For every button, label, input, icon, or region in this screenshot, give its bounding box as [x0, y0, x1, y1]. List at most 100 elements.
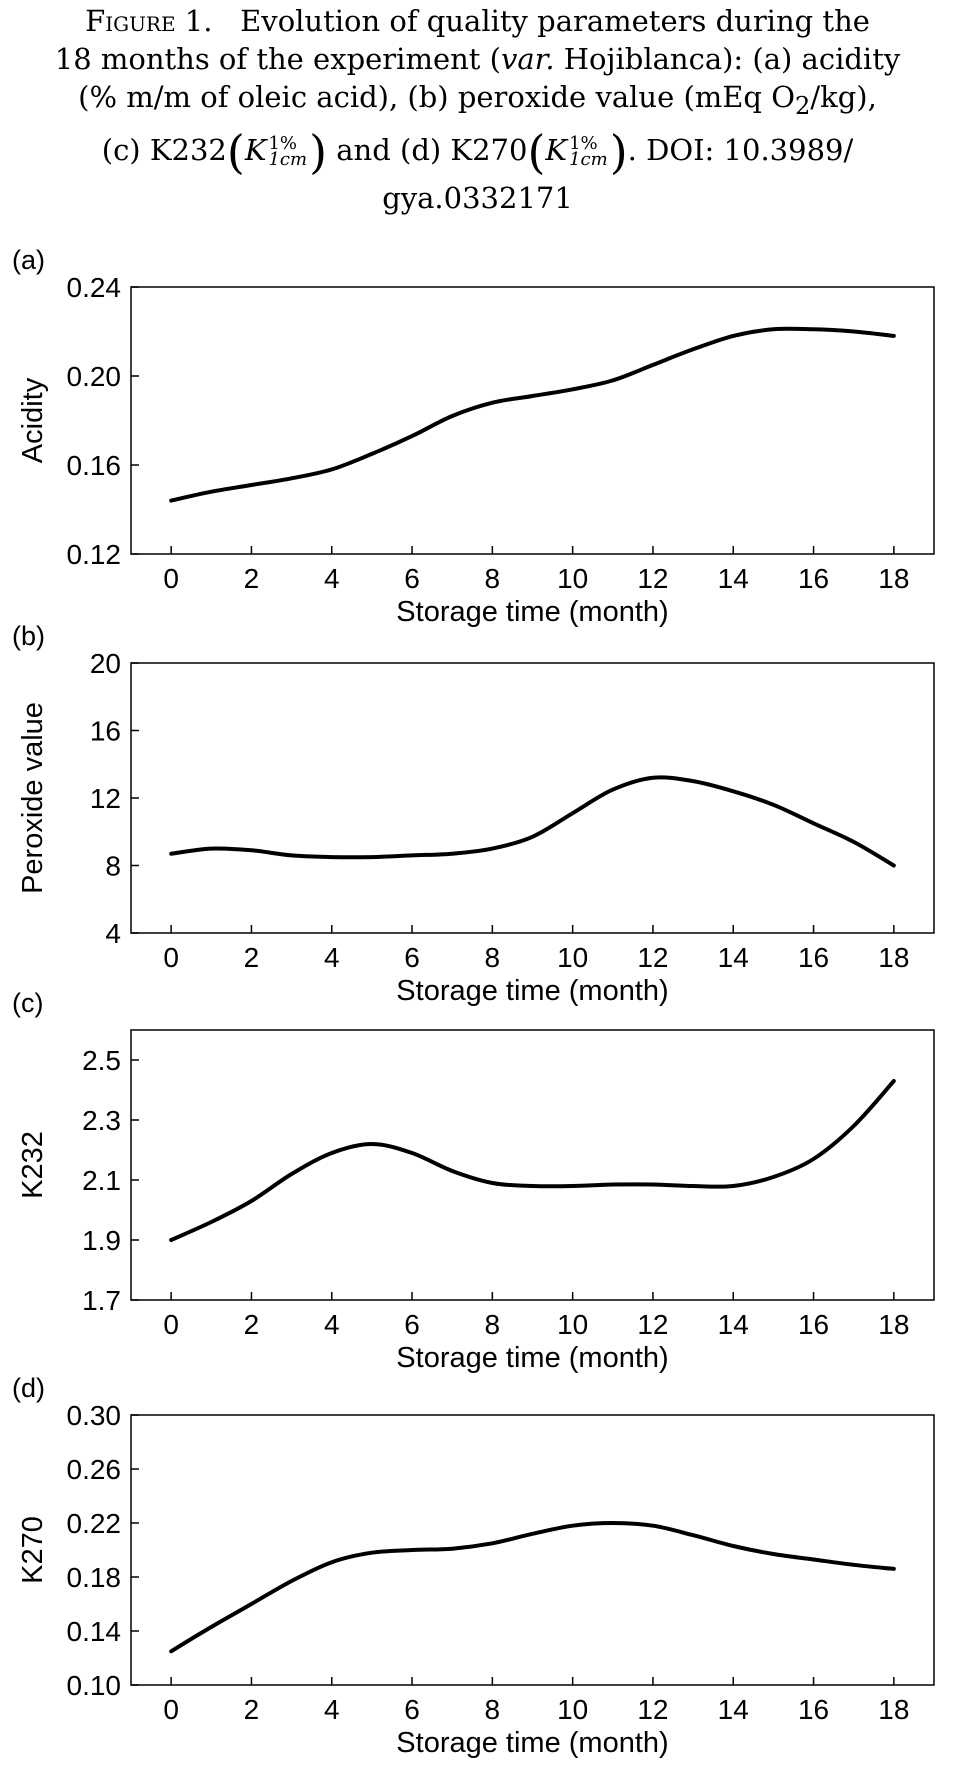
x-tick-label: 6 [404, 563, 420, 594]
x-tick-label: 12 [637, 563, 668, 594]
y-tick-label: 0.14 [67, 1616, 122, 1647]
caption-var: var. [500, 42, 555, 76]
x-tick-label: 8 [485, 563, 501, 594]
x-tick-label: 16 [798, 1309, 829, 1340]
series-line [169, 1521, 896, 1654]
x-tick-label: 12 [637, 1694, 668, 1725]
x-tick-label: 18 [878, 942, 909, 973]
chart-panel-b: (b) 4 8 12 16 20 0 2 4 6 8 10 12 14 16 18 Storage time (… [12, 621, 935, 1007]
y-tick-label: 0.10 [67, 1670, 122, 1701]
x-axis-label: Storage time (month) [396, 1342, 668, 1374]
x-tick-label: 8 [485, 942, 501, 973]
panel-label: (d) [12, 1373, 45, 1403]
y-tick-label: 0.26 [67, 1454, 122, 1485]
x-tick-label: 4 [324, 1309, 340, 1340]
y-tick-label: 0.20 [67, 361, 122, 392]
y-tick-label: 2.3 [82, 1105, 121, 1136]
y-axis-label: Peroxide value [17, 702, 49, 894]
caption-line-5: gya.0332171 [20, 179, 935, 217]
x-tick-label: 14 [718, 1309, 749, 1340]
caption-line-1: Figure 1. Evolution of quality parameter… [20, 2, 935, 40]
x-tick-label: 14 [718, 1694, 749, 1725]
y-axis-label: K232 [17, 1131, 49, 1199]
caption-text-3: (% m/m of oleic acid), (b) peroxide valu… [78, 80, 795, 114]
x-tick-label: 14 [718, 942, 749, 973]
y-tick-label: 20 [90, 648, 121, 679]
plot-frame [130, 1414, 935, 1686]
y-tick-label: 8 [105, 851, 121, 882]
x-tick-label: 0 [163, 1694, 179, 1725]
y-tick-label: 2.5 [82, 1045, 121, 1076]
x-axis-label: Storage time (month) [396, 1727, 668, 1759]
y-tick-label: 4 [105, 918, 121, 949]
caption-text-3b: /kg), [810, 80, 877, 114]
x-tick-label: 8 [485, 1694, 501, 1725]
x-tick-label: 16 [798, 942, 829, 973]
x-tick-label: 10 [557, 563, 588, 594]
y-tick-label: 0.16 [67, 450, 122, 481]
x-tick-label: 2 [244, 1694, 260, 1725]
y-tick-label: 0.22 [67, 1508, 122, 1539]
x-tick-label: 18 [878, 563, 909, 594]
k-sup-2: 1% [569, 132, 598, 154]
y-tick-label: 1.9 [82, 1225, 121, 1256]
x-tick-label: 10 [557, 942, 588, 973]
x-axis-label: Storage time (month) [396, 596, 668, 628]
caption-text-2: 18 months of the experiment ( [54, 42, 501, 76]
x-tick-label: 0 [163, 1309, 179, 1340]
x-tick-label: 6 [404, 1309, 420, 1340]
caption-doi: . DOI: 10.3989/ [627, 132, 854, 167]
x-tick-label: 12 [637, 1309, 668, 1340]
x-tick-label: 4 [324, 942, 340, 973]
x-tick-label: 6 [404, 942, 420, 973]
caption-c-label: (c) K232 [101, 132, 227, 167]
x-tick-label: 2 [244, 1309, 260, 1340]
x-tick-label: 2 [244, 942, 260, 973]
caption-doi-end: gya.0332171 [382, 180, 573, 215]
y-tick-label: 12 [90, 783, 121, 814]
caption-sub-2: 2 [795, 91, 811, 120]
y-tick-label: 0.12 [67, 539, 122, 570]
caption-text-2b: Hojiblanca): (a) acidity [554, 42, 901, 76]
x-tick-label: 18 [878, 1309, 909, 1340]
x-tick-label: 10 [557, 1694, 588, 1725]
k-sub-2: 1cm [569, 148, 608, 170]
caption-line-2: 18 months of the experiment (var. Hojibl… [20, 40, 935, 78]
x-tick-label: 8 [485, 1309, 501, 1340]
y-tick-label: 0.30 [67, 1400, 122, 1431]
caption-line-4: (c) K232(K 1% 1cm) and (d) K270(K 1% 1cm). D… [101, 124, 854, 179]
x-tick-label: 10 [557, 1309, 588, 1340]
y-tick-label: 2.1 [82, 1165, 121, 1196]
x-tick-label: 0 [163, 942, 179, 973]
x-tick-label: 16 [798, 563, 829, 594]
figure-caption: Figure 1. Evolution of quality parameter… [20, 2, 935, 217]
figure-label: Figure 1. [85, 4, 213, 38]
x-tick-label: 2 [244, 563, 260, 594]
caption-text-1: Evolution of quality parameters during t… [240, 4, 870, 38]
plot-frame [130, 1029, 935, 1301]
y-tick-label: 0.24 [67, 272, 122, 303]
x-tick-label: 18 [878, 1694, 909, 1725]
x-tick-label: 16 [798, 1694, 829, 1725]
x-tick-label: 0 [163, 563, 179, 594]
panel-label: (c) [12, 988, 43, 1018]
series-line [169, 1079, 896, 1242]
k-symbol-2: K [545, 132, 568, 167]
x-tick-label: 14 [718, 563, 749, 594]
y-axis-label: K270 [17, 1516, 49, 1584]
panel-label: (b) [12, 621, 45, 651]
chart-panel-a: (a) 0.12 0.16 0.20 0.24 0 2 4 6 8 10 12 14 16 18 Storag… [12, 245, 935, 628]
caption-d-label: and (d) K270 [336, 132, 528, 167]
chart-panel-d: (d) 0.10 0.14 0.18 0.22 0.26 0.30 0 2 4 6 8 10 12 14 16… [12, 1373, 935, 1759]
series-line [169, 326, 896, 503]
k-sub: 1cm [268, 148, 308, 170]
plot-frame [130, 662, 935, 934]
x-tick-label: 4 [324, 1694, 340, 1725]
y-tick-label: 1.7 [82, 1285, 121, 1316]
x-tick-label: 6 [404, 1694, 420, 1725]
panel-label: (a) [12, 245, 45, 275]
k-symbol: K [244, 132, 267, 167]
y-tick-label: 16 [90, 716, 121, 747]
series-line [169, 775, 896, 868]
